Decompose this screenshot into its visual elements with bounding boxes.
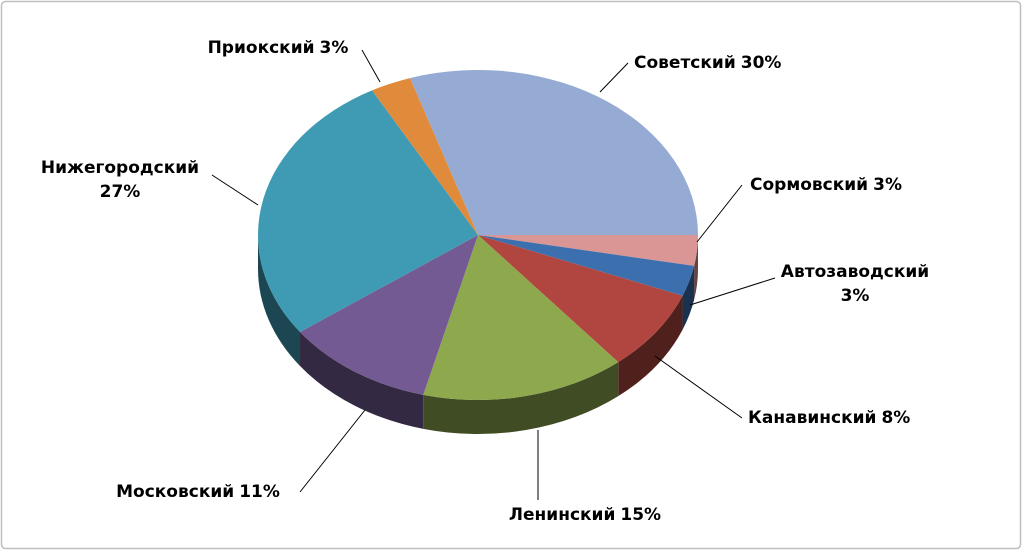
leader-line xyxy=(299,409,366,493)
data-label: Автозаводский 3% xyxy=(781,262,929,306)
value-label: 3% xyxy=(873,175,902,195)
leader-line xyxy=(696,184,743,243)
slice-side xyxy=(423,362,619,434)
data-label: Московский 11% xyxy=(116,482,280,502)
leader-line xyxy=(361,49,381,83)
category-label: Канавинский xyxy=(748,408,876,428)
slice xyxy=(478,235,698,266)
category-label: Автозаводский xyxy=(781,262,929,282)
category-label: Московский xyxy=(116,482,234,502)
data-label: Нижегородский 27% xyxy=(41,158,199,202)
category-label: Приокский xyxy=(208,38,315,58)
data-label: Советский 30% xyxy=(634,53,781,73)
leader-line xyxy=(689,277,776,306)
data-label: Сормовский 3% xyxy=(750,175,902,195)
data-label: Приокский 3% xyxy=(208,38,349,58)
data-label: Канавинский 8% xyxy=(748,408,910,428)
data-label: Ленинский 15% xyxy=(509,505,661,525)
slice xyxy=(410,70,698,235)
value-label: 3% xyxy=(320,38,349,58)
slice xyxy=(478,235,683,363)
slice xyxy=(423,235,619,400)
slice-side xyxy=(694,235,698,300)
leader-line xyxy=(211,174,259,206)
value-label: 30% xyxy=(741,53,782,73)
category-label: Ленинский xyxy=(509,505,616,525)
value-label: 11% xyxy=(239,482,280,502)
slice-side xyxy=(300,331,424,429)
leader-line xyxy=(654,355,743,419)
slice-side xyxy=(682,265,695,330)
slice-side xyxy=(258,235,301,366)
slice-side xyxy=(618,295,683,397)
value-label: 8% xyxy=(881,408,910,428)
slice xyxy=(372,78,478,235)
category-label: Нижегородский xyxy=(41,158,199,178)
value-label: 3% xyxy=(841,286,870,306)
leader-line xyxy=(599,62,629,93)
slice xyxy=(478,235,695,296)
slice xyxy=(258,90,478,332)
category-label: Советский xyxy=(634,53,736,73)
category-label: Сормовский xyxy=(750,175,868,195)
value-label: 15% xyxy=(620,505,661,525)
slice xyxy=(300,235,478,395)
value-label: 27% xyxy=(100,182,141,202)
